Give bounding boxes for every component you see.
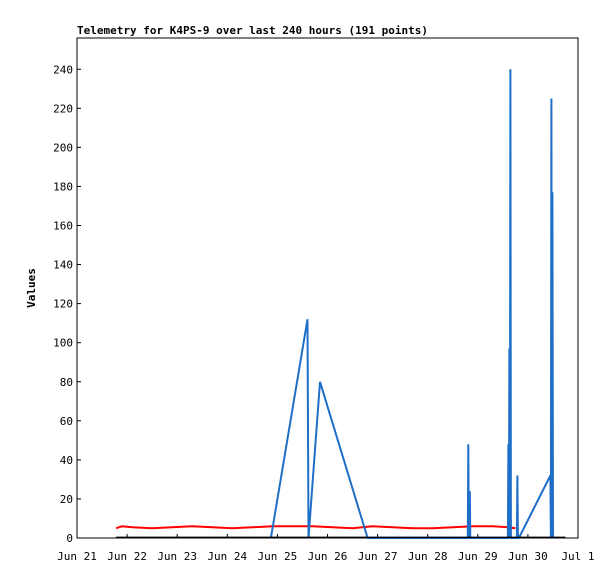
x-tick-label: Jun 23 [157,550,197,563]
y-tick-label: 240 [53,63,73,76]
series-line-0 [115,525,516,530]
plot-area [76,37,579,539]
x-tick-label: Jun 24 [207,550,247,563]
y-tick-label: 40 [60,454,73,467]
y-tick-label: 180 [53,180,73,193]
y-tick-label: 20 [60,493,73,506]
y-axis: 0 20 40 60 80 100 120 140 160 180 200 220 240 [53,63,81,545]
y-tick-label: 80 [60,376,73,389]
y-tick-label: 120 [53,298,73,311]
series-line-1 [269,69,554,539]
y-tick-label: 160 [53,220,73,233]
y-tick-label: 60 [60,415,73,428]
x-tick-label: Jun 30 [508,550,548,563]
y-tick-label: 100 [53,337,73,350]
y-tick-label: 0 [66,532,73,545]
y-tick-label: 220 [53,102,73,115]
x-tick-label: Jun 27 [358,550,398,563]
plot-frame [76,37,579,539]
x-tick-label: Jun 28 [408,550,448,563]
y-axis-label: Values [25,268,38,308]
x-tick-label: Jun 25 [258,550,298,563]
x-tick-label: Jun 26 [308,550,348,563]
y-tick-label: 140 [53,259,73,272]
x-tick-label: Jun 21 [57,550,97,563]
x-tick-label: Jul 1 [561,550,594,563]
x-axis: Jun 21 Jun 22 Jun 23 Jun 24 Jun 25 Jun 26 Jun … [57,534,595,563]
x-tick-label: Jun 29 [458,550,498,563]
x-tick-label: Jun 22 [107,550,147,563]
y-tick-label: 200 [53,141,73,154]
series-layer [115,69,566,539]
chart-title: Telemetry for K4PS-9 over last 240 hours… [77,24,428,37]
